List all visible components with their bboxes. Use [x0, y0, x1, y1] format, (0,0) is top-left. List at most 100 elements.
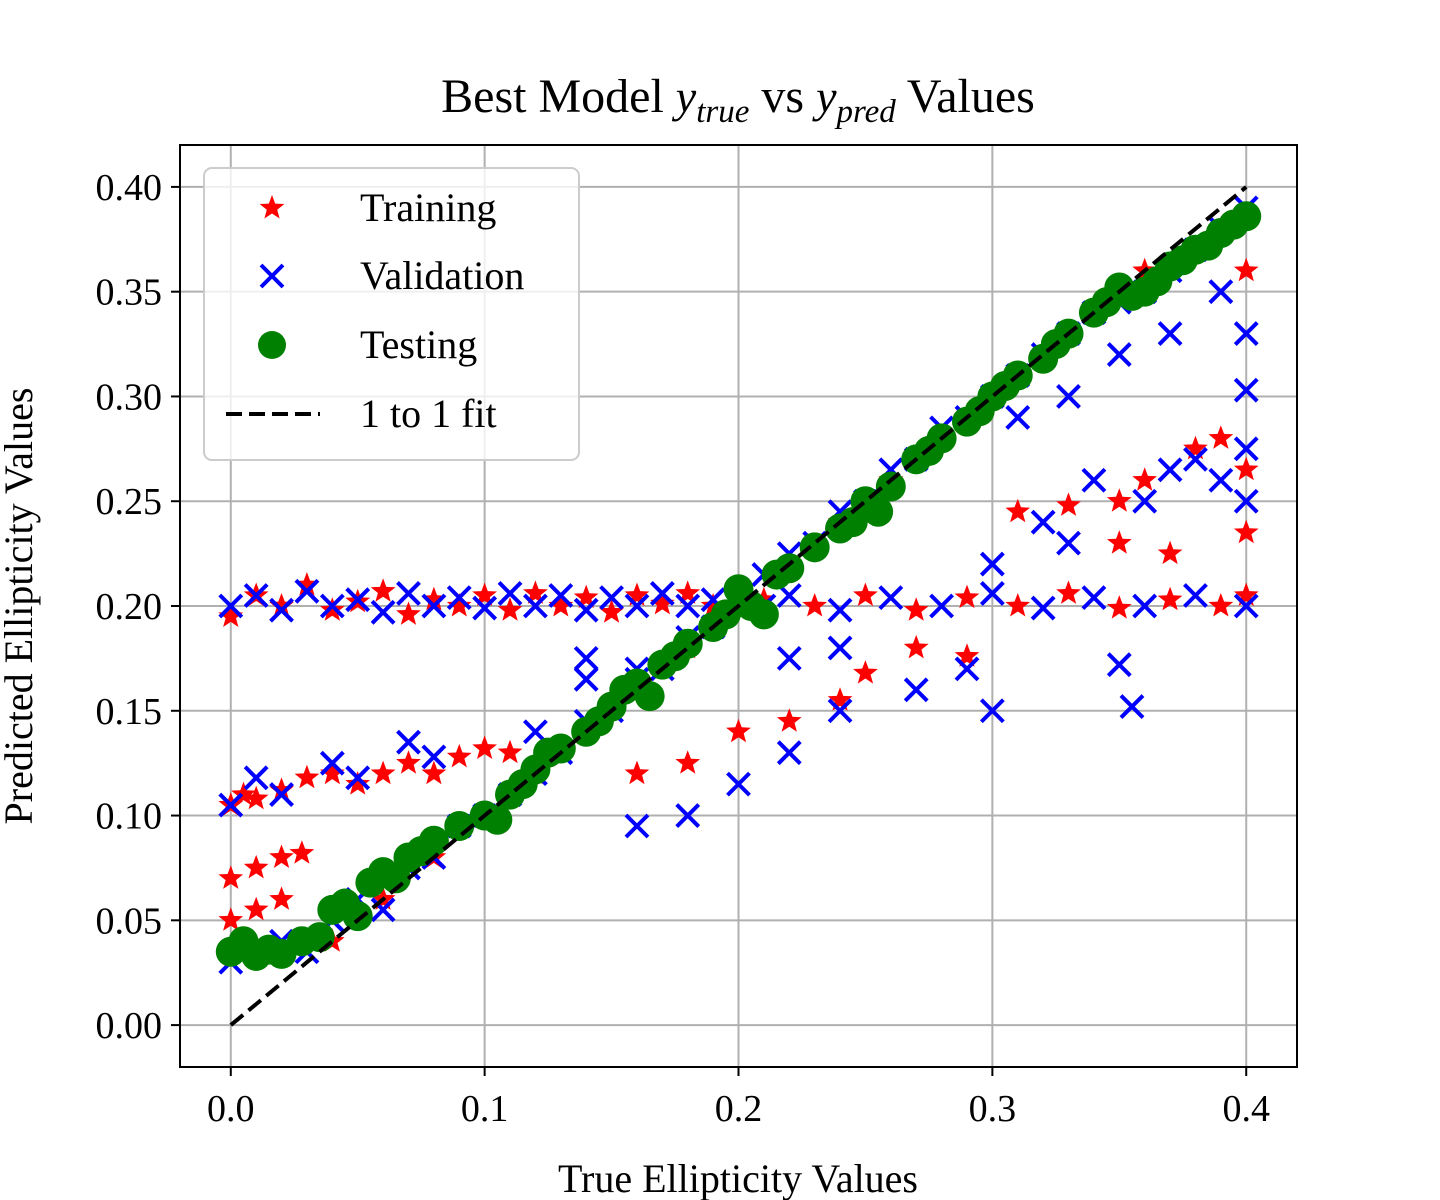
validation-point — [1208, 279, 1234, 305]
testing-point — [799, 532, 830, 563]
validation-point — [218, 792, 244, 818]
training-point — [243, 785, 269, 810]
training-point — [548, 593, 574, 617]
validation-point — [1208, 467, 1234, 493]
training-point — [446, 593, 472, 617]
x-tick-label: 0.2 — [715, 1088, 763, 1130]
validation-point — [294, 578, 320, 604]
training-point — [776, 708, 802, 732]
y-tick-label: 0.00 — [96, 1005, 163, 1047]
validation-point — [243, 583, 269, 608]
training-point — [1157, 540, 1183, 565]
one-to-one-line — [229, 185, 1248, 1027]
training-point — [1183, 435, 1208, 460]
x-tick-label: 0.0 — [207, 1088, 255, 1130]
training-point — [1157, 586, 1183, 611]
validation-point — [345, 587, 371, 613]
training-point — [320, 760, 345, 785]
validation-point — [1132, 593, 1158, 619]
validation-point — [421, 593, 447, 619]
training-point — [1208, 425, 1234, 449]
training-point — [726, 718, 751, 743]
training-point — [802, 593, 827, 617]
training-point — [446, 743, 472, 768]
validation-point — [1005, 404, 1031, 430]
legend-label: Training — [360, 185, 496, 230]
validation-point — [218, 593, 244, 619]
training-point — [1005, 593, 1031, 617]
legend: Training Validation Testing 1 to 1 fit — [203, 167, 580, 461]
y-tick-label: 0.40 — [96, 167, 163, 209]
training-point — [497, 597, 523, 621]
training-point — [497, 739, 523, 764]
training-point — [218, 865, 244, 889]
training-point — [599, 599, 624, 623]
validation-point — [370, 599, 396, 625]
validation-point — [319, 593, 345, 619]
axis-ticks: 0.0 0.1 0.2 0.3 0.4 0.00 0.05 0.10 0.15 0.20 0.25 0… — [96, 167, 1270, 1130]
y-tick-label: 0.30 — [96, 376, 163, 418]
validation-point — [446, 585, 472, 611]
validation-point — [269, 782, 294, 808]
training-point — [954, 584, 980, 609]
validation-point — [1183, 446, 1208, 472]
training-point — [853, 660, 878, 684]
training-point — [396, 750, 421, 774]
training-point — [1233, 257, 1259, 282]
testing-point — [342, 901, 373, 932]
validation-point — [827, 698, 853, 724]
validation-point — [497, 581, 523, 606]
training-point — [1005, 498, 1031, 523]
testing-point — [634, 681, 665, 712]
y-tick-label: 0.25 — [96, 481, 163, 523]
y-tick-label: 0.20 — [96, 586, 163, 628]
validation-point — [827, 635, 853, 661]
legend-entry: Validation — [259, 253, 524, 298]
validation-point — [1233, 488, 1259, 514]
x-tick-label: 0.3 — [969, 1088, 1017, 1130]
validation-point — [1081, 585, 1107, 611]
testing-point — [875, 471, 906, 502]
validation-point — [954, 656, 980, 682]
training-point — [700, 593, 726, 617]
training-point — [573, 584, 599, 609]
validation-point — [675, 593, 701, 619]
validation-point — [1157, 457, 1183, 483]
validation-point — [573, 597, 599, 623]
validation-point — [573, 666, 599, 692]
chart-title: Best Model ytrue vs ypred Values — [441, 70, 1035, 130]
training-point — [1106, 595, 1132, 619]
validation-point — [1106, 342, 1132, 367]
testing-point — [304, 922, 335, 953]
validation-point — [1233, 321, 1259, 347]
validation-point — [979, 698, 1005, 724]
training-point — [320, 597, 345, 621]
legend-marker-testing — [258, 331, 286, 359]
testing-point — [418, 825, 449, 856]
training-point — [624, 760, 650, 785]
training-point — [289, 840, 315, 864]
legend-label: Validation — [360, 253, 524, 298]
legend-marker-validation — [259, 263, 285, 289]
testing-point — [748, 599, 779, 630]
y-tick-label: 0.15 — [96, 691, 163, 733]
training-point — [675, 750, 701, 774]
training-point — [294, 764, 320, 789]
training-point — [1233, 519, 1259, 544]
training-point — [903, 597, 929, 621]
training-point — [1132, 467, 1157, 491]
validation-point — [1233, 436, 1259, 462]
validation-point — [1132, 488, 1158, 514]
training-point — [243, 854, 269, 879]
training-point — [827, 687, 853, 711]
legend-label: Testing — [360, 322, 477, 367]
training-point — [624, 582, 650, 606]
training-point — [345, 771, 371, 795]
y-tick-label: 0.05 — [96, 900, 163, 942]
validation-point — [1081, 467, 1107, 493]
legend-marker-training — [259, 195, 285, 219]
training-point — [269, 593, 294, 617]
validation-point — [319, 750, 345, 776]
validation-point — [649, 581, 675, 606]
validation-point — [1056, 384, 1081, 409]
